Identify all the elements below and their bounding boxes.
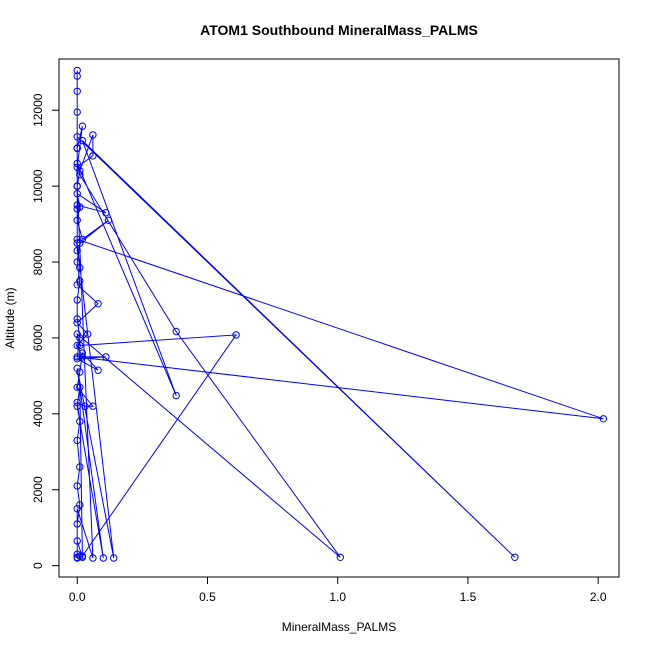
data-point (76, 501, 84, 509)
data-point (76, 167, 84, 175)
y-axis: 0 2000 4000 6000 8000 10000 12000 (31, 93, 59, 569)
y-tick-label: 0 (31, 562, 45, 569)
data-point (94, 366, 102, 374)
data-point (84, 330, 92, 338)
data-point (102, 209, 110, 217)
data-point (73, 505, 81, 513)
data-point (81, 402, 89, 410)
data-point (73, 520, 81, 528)
data-point (172, 327, 180, 336)
data-point (73, 319, 81, 327)
data-point (73, 281, 81, 289)
data-point (76, 417, 84, 426)
data-point (73, 216, 81, 225)
data-point (73, 201, 81, 209)
y-axis-label: Altitude (m) (3, 287, 17, 348)
x-tick-label: 0.5 (199, 590, 216, 604)
x-tick-label: 1.0 (329, 590, 346, 604)
data-point (89, 152, 97, 160)
data-point (73, 383, 81, 391)
chart-title: ATOM1 Southbound MineralMass_PALMS (200, 22, 478, 38)
y-tick-label: 2000 (31, 476, 45, 503)
data-point (73, 436, 81, 445)
data-point (89, 402, 97, 410)
data-point (73, 182, 81, 190)
data-point (99, 554, 108, 562)
data-point (73, 353, 81, 361)
data-point (110, 554, 118, 562)
data-point (73, 246, 81, 255)
data-point (76, 463, 84, 471)
data-point (73, 258, 81, 266)
data-point (73, 159, 81, 168)
data-point (232, 331, 240, 339)
data-point (73, 133, 81, 141)
data-point (76, 383, 84, 391)
data-point (78, 235, 87, 244)
data-point (76, 341, 84, 350)
data-point (73, 239, 81, 247)
data-point (73, 66, 81, 75)
data-point (104, 216, 113, 225)
data-point (599, 415, 608, 423)
x-tick-label: 1.5 (460, 590, 477, 604)
data-point (102, 353, 110, 361)
data-point (73, 296, 81, 304)
data-point (73, 108, 81, 116)
data-point (73, 402, 81, 410)
data-point (73, 553, 81, 561)
data-point (73, 330, 81, 338)
data-point (73, 398, 81, 407)
data-point (73, 163, 81, 171)
data-point (76, 239, 84, 247)
data-point (76, 334, 84, 342)
data-point (73, 190, 81, 198)
x-tick-label: 2.0 (590, 590, 607, 604)
y-tick-label: 6000 (31, 324, 45, 351)
data-point (172, 391, 180, 400)
x-axis-label: MineralMass_PALMS (282, 620, 396, 634)
data-point (73, 315, 81, 323)
data-point (73, 355, 81, 363)
data-point (73, 364, 81, 372)
data-point (89, 131, 97, 139)
data-point (94, 300, 102, 308)
y-tick-label: 12000 (31, 93, 45, 127)
data-point (76, 368, 84, 376)
data-point (73, 205, 81, 213)
x-axis: 0.0 0.5 1.0 1.5 2.0 (69, 577, 607, 604)
data-point (76, 277, 84, 285)
data-point (78, 353, 87, 361)
data-point (78, 122, 87, 130)
series-group (73, 66, 608, 562)
plot-frame (58, 58, 620, 578)
data-point (511, 553, 519, 561)
data-point (73, 537, 81, 545)
data-point (78, 136, 87, 145)
data-point (73, 87, 81, 96)
data-point (73, 72, 81, 80)
data-point (78, 552, 87, 560)
x-tick-label: 0.0 (69, 590, 86, 604)
data-point (336, 553, 344, 561)
data-point (73, 341, 81, 350)
data-point (73, 235, 81, 244)
data-point (89, 554, 97, 562)
data-point (73, 144, 81, 152)
data-point (76, 171, 84, 179)
data-point (73, 482, 81, 490)
y-tick-label: 4000 (31, 400, 45, 427)
y-tick-label: 8000 (31, 248, 45, 275)
y-tick-label: 10000 (31, 169, 45, 203)
data-point (78, 349, 87, 357)
